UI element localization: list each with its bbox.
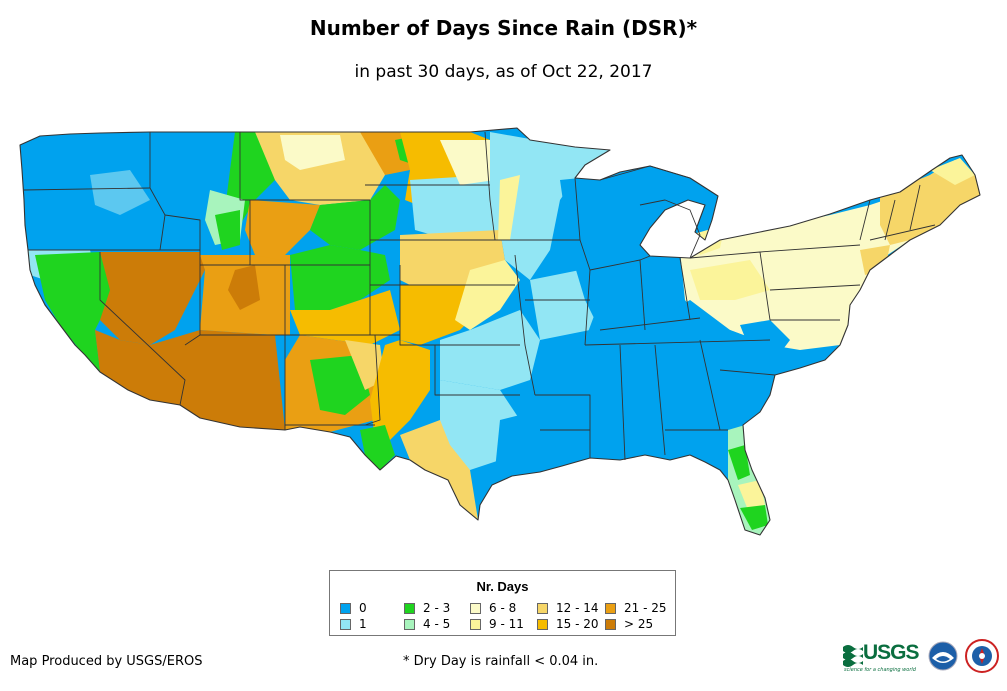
- legend-label: 6 - 8: [489, 601, 517, 615]
- legend-title: Nr. Days: [476, 579, 529, 594]
- national-weather-service-logo-icon: [965, 639, 999, 673]
- legend-swatch: [605, 603, 616, 614]
- legend-swatch: [537, 619, 548, 630]
- legend-label: 0: [359, 601, 367, 615]
- legend: Nr. Days 0 1 2 - 3 4 - 5 6 - 8 9 - 11 12…: [329, 570, 676, 636]
- legend-swatch: [404, 603, 415, 614]
- legend-swatch: [537, 603, 548, 614]
- usgs-tagline: science for a changing world: [844, 667, 916, 673]
- usgs-wave-icon: [843, 645, 863, 667]
- legend-swatch: [470, 619, 481, 630]
- noaa-logo-icon: [928, 641, 958, 671]
- legend-label: 9 - 11: [489, 617, 524, 631]
- legend-label: 21 - 25: [624, 601, 667, 615]
- legend-swatch: [605, 619, 616, 630]
- legend-swatch: [340, 603, 351, 614]
- map-subtitle: in past 30 days, as of Oct 22, 2017: [354, 62, 653, 82]
- legend-label: 4 - 5: [423, 617, 451, 631]
- dry-day-footnote: * Dry Day is rainfall < 0.04 in.: [403, 654, 599, 669]
- legend-swatch: [340, 619, 351, 630]
- legend-swatch: [404, 619, 415, 630]
- legend-label: 1: [359, 617, 367, 631]
- legend-label: 15 - 20: [556, 617, 599, 631]
- legend-label: 2 - 3: [423, 601, 451, 615]
- legend-label: 12 - 14: [556, 601, 599, 615]
- map-credit: Map Produced by USGS/EROS: [10, 654, 203, 669]
- map-title: Number of Days Since Rain (DSR)*: [309, 16, 698, 40]
- us-dsr-map: [19, 127, 981, 536]
- agency-logos: USGS science for a changing world: [843, 637, 1003, 677]
- usgs-logo-text: USGS: [863, 641, 920, 664]
- legend-swatch: [470, 603, 481, 614]
- legend-label: > 25: [624, 617, 654, 631]
